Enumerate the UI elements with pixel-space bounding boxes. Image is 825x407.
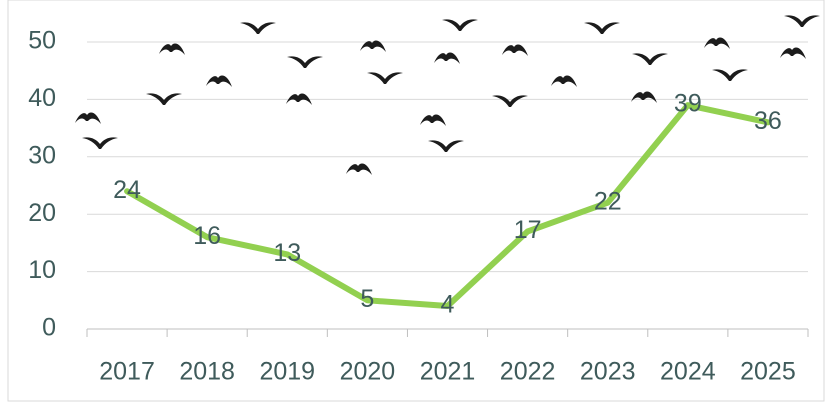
data-label: 16: [193, 222, 221, 250]
grid: 0 10 20 30 40 50 2017 2018 2019 2020 2021 2022 2023 2…: [28, 27, 808, 386]
page: {"chart_data": {"type": "line", "categor…: [0, 0, 825, 407]
bird: [502, 44, 528, 56]
chart: 0 10 20 30 40 50 2017 2018 2019 2020 2021 2022 2023 2…: [0, 0, 825, 402]
bird: [434, 52, 460, 64]
bird: [420, 114, 446, 126]
decor-birds: [75, 15, 820, 175]
bird: [287, 56, 323, 68]
bird: [367, 72, 403, 84]
bird: [784, 15, 820, 27]
bird: [82, 137, 118, 149]
data-label: 13: [273, 239, 301, 267]
x-tick-label: 2022: [500, 358, 556, 386]
x-tick-label: 2025: [740, 358, 796, 386]
x-tick-label: 2024: [660, 358, 716, 386]
bird: [584, 22, 620, 34]
y-tick-label: 20: [28, 199, 56, 227]
y-tick-label: 50: [28, 27, 56, 55]
x-tick-label: 2019: [259, 358, 315, 386]
bird: [631, 91, 657, 103]
bird: [632, 53, 668, 65]
data-label: 5: [360, 285, 374, 313]
data-label: 22: [594, 187, 622, 215]
bird: [159, 43, 185, 55]
x-tick-label: 2017: [99, 358, 155, 386]
data-label: 24: [113, 176, 141, 204]
bird: [206, 75, 232, 87]
bird: [286, 93, 312, 105]
bird: [240, 22, 276, 34]
bird: [442, 19, 478, 31]
data-label: 36: [754, 107, 782, 135]
plot-area: 24 16 13 5 4 17 22 39 36: [113, 90, 782, 319]
x-tick-label: 2023: [580, 358, 636, 386]
y-tick-label: 10: [28, 256, 56, 284]
data-label: 4: [441, 291, 455, 319]
data-line: [127, 105, 768, 306]
x-tick-label: 2020: [340, 358, 396, 386]
x-tick-label: 2018: [179, 358, 235, 386]
bird: [712, 69, 748, 81]
bird: [551, 75, 577, 87]
y-tick-label: 0: [42, 314, 56, 342]
y-tick-label: 40: [28, 84, 56, 112]
bird: [428, 140, 464, 152]
data-label: 17: [514, 216, 542, 244]
y-tick-label: 30: [28, 141, 56, 169]
bird: [492, 95, 528, 107]
bird: [75, 112, 101, 124]
bird: [346, 163, 372, 175]
bird: [780, 47, 806, 59]
bird: [704, 37, 730, 49]
data-label: 39: [674, 90, 702, 118]
x-tick-label: 2021: [420, 358, 476, 386]
